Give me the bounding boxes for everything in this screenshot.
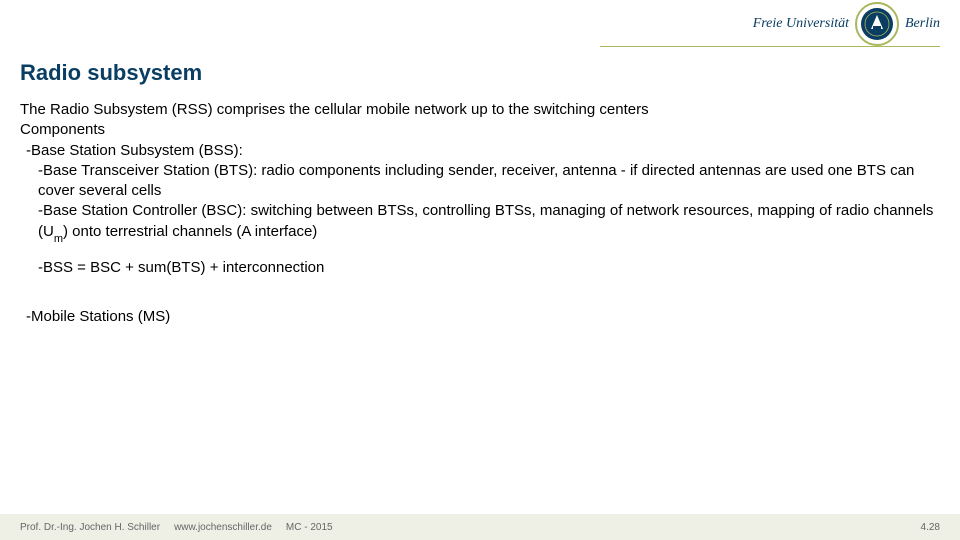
body-line: -Mobile Stations (MS): [20, 307, 940, 327]
footer-pagenum: 4.28: [921, 522, 940, 533]
body-text: -Base Transceiver Station (BTS): radio c…: [38, 162, 914, 199]
footer: Prof. Dr.-Ing. Jochen H. Schiller www.jo…: [0, 514, 960, 540]
body-text: ) onto terrestrial channels (A interface…: [63, 223, 317, 240]
body-line: The Radio Subsystem (RSS) comprises the …: [20, 100, 940, 120]
header-divider: [600, 46, 940, 47]
body-line: -Base Station Controller (BSC): switchin…: [20, 201, 940, 244]
header: Freie Universität Berlin: [0, 0, 960, 48]
university-seal-icon: [855, 2, 899, 46]
footer-course: MC - 2015: [286, 522, 333, 533]
body-line: -BSS = BSC + sum(BTS) + interconnection: [20, 258, 940, 278]
body-line: -Base Transceiver Station (BTS): radio c…: [20, 161, 940, 202]
body-line: -Base Station Subsystem (BSS):: [20, 141, 940, 161]
footer-url: www.jochenschiller.de: [174, 522, 272, 533]
slide-body: The Radio Subsystem (RSS) comprises the …: [20, 100, 940, 327]
subscript: m: [54, 233, 63, 245]
slide-title: Radio subsystem: [20, 60, 940, 86]
footer-author: Prof. Dr.-Ing. Jochen H. Schiller: [20, 522, 160, 533]
body-line: Components: [20, 120, 940, 140]
logo-text-left: Freie Universität: [753, 16, 849, 32]
slide-content: Radio subsystem The Radio Subsystem (RSS…: [20, 60, 940, 327]
logo-text-right: Berlin: [905, 16, 940, 32]
